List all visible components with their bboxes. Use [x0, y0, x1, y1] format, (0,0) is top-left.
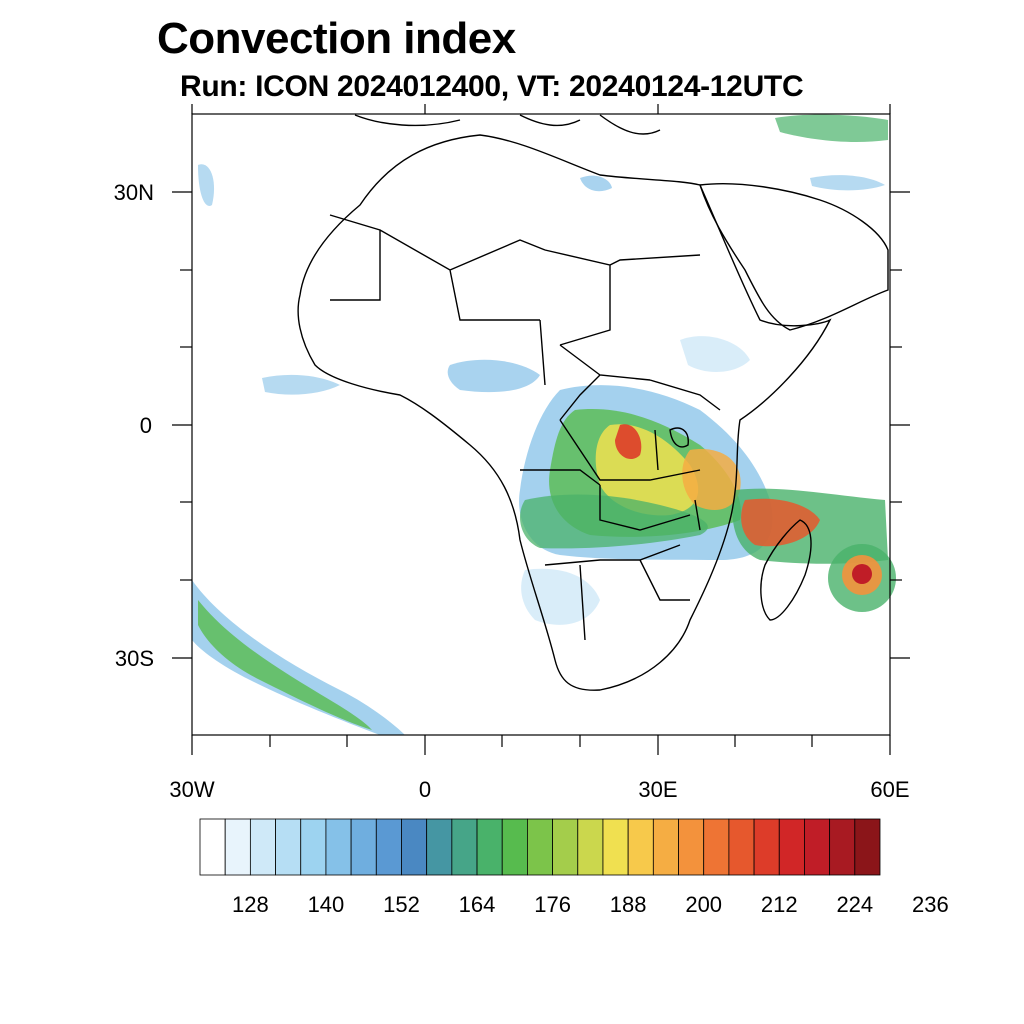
field-atlantic-north — [198, 164, 215, 206]
x-label-60e: 60E — [870, 777, 909, 802]
colorbar-label: 176 — [534, 892, 571, 917]
colorbar-segment — [577, 818, 604, 876]
colorbar-label: 140 — [308, 892, 345, 917]
europe-coastline — [354, 114, 661, 135]
y-label-30n: 30N — [114, 180, 154, 205]
colorbar-label: 236 — [912, 892, 949, 917]
colorbar-segment — [627, 818, 654, 876]
colorbar-segment — [854, 818, 881, 876]
field-southern-africa — [521, 568, 600, 625]
colorbar-segment — [476, 818, 503, 876]
colorbar-label: 152 — [383, 892, 420, 917]
field-angola-band — [520, 494, 708, 549]
colorbar-segment — [224, 818, 251, 876]
africa-coastline — [297, 134, 832, 691]
colorbar-segment — [652, 818, 679, 876]
colorbar-segment — [804, 818, 831, 876]
colorbar-label: 188 — [610, 892, 647, 917]
colorbar-segment — [451, 818, 478, 876]
y-label-30s: 30S — [115, 646, 154, 671]
field-cyclone-core — [852, 564, 872, 584]
field-middle-east — [810, 175, 885, 191]
chart-subtitle: Run: ICON 2024012400, VT: 20240124-12UTC — [180, 70, 804, 103]
colorbar-segment — [249, 818, 276, 876]
field-south-atlantic-core — [198, 600, 372, 730]
arabia-coastline — [699, 182, 889, 331]
colorbar-segment — [501, 818, 528, 876]
colorbar-segment — [275, 818, 302, 876]
colorbar-label: 200 — [685, 892, 722, 917]
great-lakes — [654, 427, 701, 531]
field-west-africa — [447, 359, 540, 393]
field-atlantic-west — [262, 374, 340, 395]
colorbar — [199, 818, 881, 876]
colorbar-segment — [375, 818, 402, 876]
colorbar-labels: 128 140 152 164 176 188 200 212 224 236 — [232, 892, 949, 917]
field-mediterranean — [580, 175, 612, 192]
chart-title: Convection index — [157, 14, 516, 63]
colorbar-segment — [602, 818, 629, 876]
colorbar-label: 224 — [836, 892, 873, 917]
field-middle-east-ne — [775, 114, 888, 143]
country-borders — [329, 214, 721, 641]
colorbar-segment — [350, 818, 377, 876]
colorbar-label: 128 — [232, 892, 269, 917]
colorbar-segment — [728, 818, 755, 876]
colorbar-segment — [778, 818, 805, 876]
colorbar-segment — [401, 818, 428, 876]
y-label-0: 0 — [140, 413, 152, 438]
colorbar-label: 164 — [459, 892, 496, 917]
colorbar-segment — [703, 818, 730, 876]
x-label-0: 0 — [419, 777, 431, 802]
x-label-30e: 30E — [638, 777, 677, 802]
map-ticks — [172, 104, 910, 755]
field-congo-red — [615, 424, 642, 460]
colorbar-segment — [199, 818, 226, 876]
colorbar-segment — [552, 818, 579, 876]
colorbar-segment — [426, 818, 453, 876]
field-east-africa — [682, 449, 741, 510]
colorbar-segment — [678, 818, 705, 876]
convection-fields — [192, 114, 896, 735]
madagascar-coastline — [760, 519, 812, 621]
x-label-30w: 30W — [169, 777, 214, 802]
colorbar-label: 212 — [761, 892, 798, 917]
colorbar-segment — [829, 818, 856, 876]
colorbar-segment — [325, 818, 352, 876]
colorbar-segment — [527, 818, 553, 876]
field-south-atlantic-front — [192, 580, 405, 735]
colorbar-segment — [753, 818, 780, 876]
colorbar-segment — [300, 818, 327, 876]
coastlines — [297, 114, 889, 691]
field-horn-africa — [680, 336, 750, 372]
field-mozambique-core — [741, 498, 820, 547]
